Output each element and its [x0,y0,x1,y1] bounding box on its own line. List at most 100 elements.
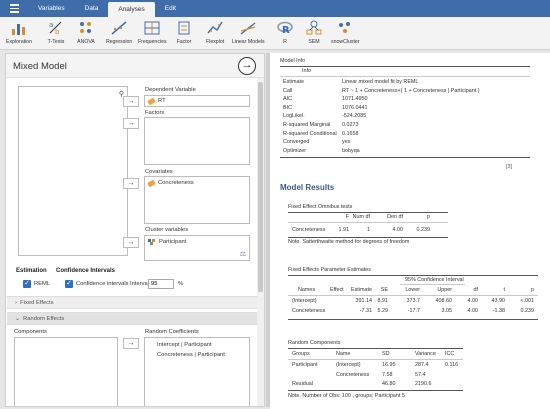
factors-box[interactable] [144,117,250,165]
omnibus-cell: 1.91 [338,227,350,233]
tab-analyses[interactable]: Analyses [108,2,155,17]
random-coeff-item[interactable]: Concreteness | Participant [157,352,225,358]
confidence-intervals-checkbox[interactable]: ✓ [65,280,73,288]
info-row-label: LogLikel. [283,113,305,120]
omnibus-column-header: p [427,214,430,220]
covariate-item[interactable]: Concreteness [147,179,194,187]
info-row-label: Call [283,87,293,94]
table-rule [288,222,448,223]
info-row-label: Estimate [283,79,304,85]
move-dependent-button[interactable]: → [123,96,139,107]
search-icon[interactable]: ⚲ [118,91,124,98]
random-cell: 16.95 [382,362,396,368]
variable-list[interactable]: ⚲ [18,86,128,256]
snowcluster-icon [339,22,351,33]
reml-checkbox[interactable]: ✓ [23,280,31,288]
ribbon-factor[interactable]: Factor [175,19,193,45]
random-coeff-item[interactable]: Intercept | Participant [157,342,212,348]
frequencies-icon [144,21,160,35]
fixed-effects-label: Fixed Effects [20,300,54,306]
panel-splitter[interactable] [266,53,270,407]
ribbon-flexplot[interactable]: Flexplot [206,19,224,45]
ribbon-flexplot-label: Flexplot [206,39,225,45]
tab-data[interactable]: Data [84,5,99,12]
random-column-header: ICC [445,351,455,357]
factors-label: Factors [145,110,165,116]
ribbon-snowcluster-label: snowCluster [331,39,360,45]
move-cluster-button[interactable]: → [123,237,139,248]
dependent-variable-item[interactable]: RT [147,97,166,105]
random-cell: 57.4 [415,371,426,378]
interval-input[interactable]: 95 [148,279,174,289]
tab-edit[interactable]: Edit [164,5,176,12]
ribbon-sem[interactable]: SEM [305,19,323,45]
cluster-item[interactable]: Participant [148,239,186,245]
random-coefficients-label: Random Coefficients [145,329,199,335]
hamburger-menu-icon[interactable] [0,0,28,17]
random-cell: 287.4 [415,362,429,368]
random-coefficients-box[interactable]: Intercept | Participant Concreteness | P… [144,337,250,406]
params-column-header: Upper [437,287,452,293]
params-cell: 373.7 [406,298,421,304]
cluster-options-icon[interactable]: ⚖ [239,251,246,258]
info-row-value: yes [342,139,351,146]
ribbon-linear-models-label: Linear Models [232,39,265,45]
params-column-header: Names [298,287,316,293]
confidence-intervals-heading: Confidence Intervals [56,268,116,274]
info-row-value: 0.0273 [342,122,359,128]
ribbon-snowcluster[interactable]: snowCluster [331,19,360,45]
covariate-item-label: Concreteness [158,180,194,186]
model-results-title: Model Results [280,183,335,192]
covariates-box[interactable]: Concreteness [144,176,250,224]
ci-header: 95% Confidence Interval [405,277,464,283]
run-arrow-button[interactable]: → [238,57,256,75]
ribbon-exploration[interactable]: Exploration [6,19,32,45]
random-cell: 0.116 [445,362,459,368]
ribbon-linear-models[interactable]: Linear Models [232,19,265,45]
random-cell: Participant [292,362,318,368]
ribbon-r[interactable]: R R [276,19,294,45]
interval-unit: % [178,281,184,287]
params-cell: 3.05 [441,308,453,314]
continuous-variable-icon [147,97,156,105]
move-random-coeff-button[interactable]: → [123,338,139,349]
panel-scrollbar-thumb[interactable] [258,82,263,292]
dependent-variable-label: Dependent Variable [145,87,196,93]
ribbon-frequencies[interactable]: Frequencies [138,19,167,45]
omnibus-table-title: Fixed Effect Omnibus tests [288,204,353,210]
random-cell: Residual [292,381,313,387]
menu-bar: Variables Data Analyses Edit [0,0,550,17]
cluster-variables-label: Cluster variables [145,227,189,233]
panel-header: Mixed Model → [6,54,264,78]
omnibus-cell: 0.239 [416,227,431,233]
random-effects-section[interactable]: ⌄ Random Effects [7,312,257,325]
svg-text:a: a [49,21,53,29]
components-list[interactable] [14,337,118,406]
info-row-value: bobyqa [342,147,360,154]
params-column-header: p [531,287,534,293]
table-rule [280,76,530,77]
params-cell: <.001 [520,298,534,304]
random-cell: 7.58 [382,371,393,378]
info-row-label: AIC [283,96,292,103]
dependent-variable-box[interactable]: RT [144,95,250,107]
info-row-value: Linear mixed model fit by REML [342,79,419,85]
panel-scrollbar[interactable] [257,78,264,406]
ribbon-anova[interactable]: ANOVA [77,19,95,45]
tab-variables[interactable]: Variables [38,5,65,12]
info-header: Info [302,68,311,74]
ribbon-anova-label: ANOVA [77,39,95,45]
fixed-effects-section[interactable]: › Fixed Effects [7,296,257,309]
omnibus-column-header: F [345,214,349,220]
move-factors-button[interactable]: → [123,118,139,129]
estimation-heading: Estimation [16,268,47,274]
move-covariates-button[interactable]: → [123,178,139,189]
exploration-icon [11,24,25,35]
ribbon-frequencies-label: Frequencies [138,39,167,45]
omnibus-note: Note. Satterthwaite method for degrees o… [288,239,410,245]
cluster-variables-box[interactable]: Participant ⚖ [144,235,250,261]
omnibus-cell: 4.00 [392,227,404,233]
ribbon-regression[interactable]: Regression [106,19,132,45]
footnote-marker: [3] [506,164,512,170]
